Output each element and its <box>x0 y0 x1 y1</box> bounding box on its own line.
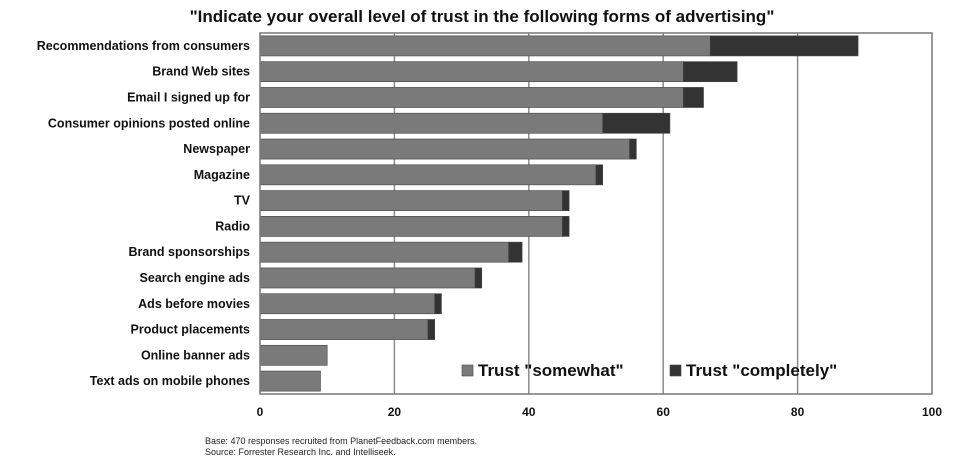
bar-somewhat-12 <box>259 344 328 366</box>
bar-completely-4 <box>629 138 637 160</box>
category-labels: Recommendations from consumers Brand Web … <box>37 39 251 388</box>
bar-somewhat-4 <box>259 138 630 160</box>
x-tick-label: 100 <box>922 405 942 419</box>
category-label: Ads before movies <box>138 297 250 311</box>
plot-frame <box>259 32 933 395</box>
category-label: Magazine <box>194 168 250 182</box>
legend-swatch <box>669 364 682 377</box>
bar-completely-6 <box>562 190 570 211</box>
bar-somewhat-1 <box>259 61 684 83</box>
bar-completely-9 <box>474 267 483 289</box>
category-label: Brand Web sites <box>152 65 250 79</box>
bar-completely-2 <box>683 87 704 108</box>
category-label: Email I signed up for <box>127 90 250 104</box>
bar-somewhat-0 <box>259 35 711 57</box>
chart-title: "Indicate your overall level of trust in… <box>190 7 775 26</box>
category-label: Search engine ads <box>140 271 251 285</box>
category-label: Recommendations from consumers <box>37 39 250 53</box>
bar-somewhat-5 <box>259 164 597 186</box>
x-tick-label: 40 <box>522 405 536 419</box>
bar-somewhat-3 <box>259 112 604 134</box>
x-axis-ticks: 0 20 40 60 80 100 <box>257 405 943 419</box>
bar-completely-10 <box>434 293 442 315</box>
source-notes: Base: 470 responses recruited from Plane… <box>205 436 477 457</box>
x-tick-label: 60 <box>657 405 671 419</box>
category-label: Radio <box>215 219 250 233</box>
bar-completely-8 <box>508 241 523 263</box>
category-label: Consumer opinions posted online <box>48 116 250 130</box>
bar-somewhat-2 <box>259 87 684 108</box>
legend: Trust "somewhat" Trust "completely" <box>461 361 837 380</box>
legend-label: Trust "completely" <box>686 361 837 380</box>
bar-somewhat-6 <box>259 190 563 211</box>
bar-somewhat-10 <box>259 293 436 315</box>
bar-somewhat-13 <box>259 370 321 392</box>
category-label: Newspaper <box>183 142 250 156</box>
bar-completely-11 <box>427 319 436 340</box>
legend-swatch <box>461 364 474 377</box>
category-label: TV <box>234 194 251 208</box>
bar-completely-3 <box>602 112 671 134</box>
plot-area <box>259 32 933 395</box>
x-tick-label: 20 <box>388 405 402 419</box>
bar-somewhat-7 <box>259 216 563 237</box>
x-tick-label: 0 <box>257 405 264 419</box>
bar-completely-5 <box>595 164 604 186</box>
source-note: Source: Forrester Research Inc. and Inte… <box>205 447 396 457</box>
bar-somewhat-9 <box>259 267 476 289</box>
legend-label: Trust "somewhat" <box>478 361 624 380</box>
bar-somewhat-8 <box>259 241 509 263</box>
bar-completely-1 <box>683 61 738 83</box>
category-label: Online banner ads <box>141 348 250 362</box>
category-label: Product placements <box>131 323 251 337</box>
bar-completely-7 <box>562 216 570 237</box>
category-label: Text ads on mobile phones <box>90 374 250 388</box>
bar-somewhat-11 <box>259 319 429 340</box>
x-tick-label: 80 <box>791 405 805 419</box>
category-label: Brand sponsorships <box>128 245 250 259</box>
bar-completely-0 <box>709 35 859 57</box>
source-note: Base: 470 responses recruited from Plane… <box>205 436 477 446</box>
